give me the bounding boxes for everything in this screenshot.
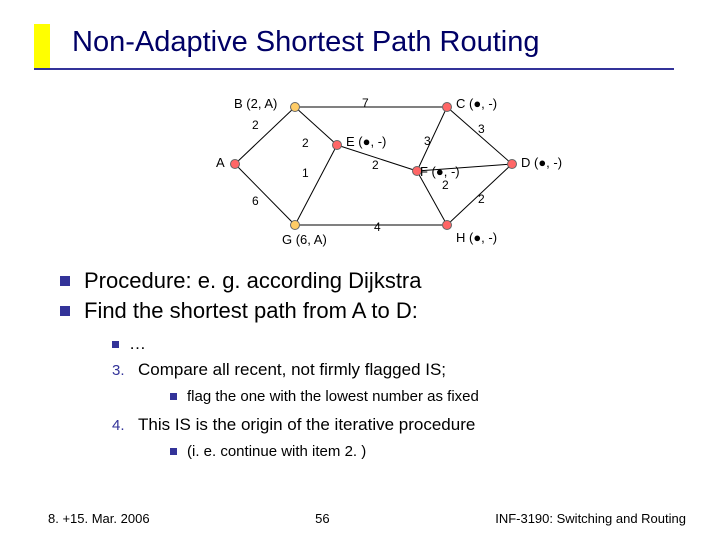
procedure-text: Procedure: e. g. according Dijkstra bbox=[84, 268, 422, 294]
edge-weight: 4 bbox=[374, 220, 381, 234]
step-4: 4. This IS is the origin of the iterativ… bbox=[112, 415, 680, 435]
edge-weight: 2 bbox=[478, 192, 485, 206]
sub-ellipsis: … bbox=[112, 334, 680, 354]
graph-node-c bbox=[442, 102, 452, 112]
footer-date: 8. +15. Mar. 2006 bbox=[48, 511, 150, 526]
slide-title: Non-Adaptive Shortest Path Routing bbox=[72, 26, 540, 59]
graph-label-c: C (●, -) bbox=[456, 96, 497, 111]
bullet-line-procedure: Procedure: e. g. according Dijkstra bbox=[60, 268, 680, 294]
square-bullet-icon bbox=[170, 448, 177, 455]
edge-weight: 2 bbox=[372, 158, 379, 172]
graph-node-d bbox=[507, 159, 517, 169]
square-bullet-icon bbox=[60, 306, 70, 316]
square-bullet-icon bbox=[112, 341, 119, 348]
square-bullet-icon bbox=[60, 276, 70, 286]
graph-node-b bbox=[290, 102, 300, 112]
graph-label-h: H (●, -) bbox=[456, 230, 497, 245]
step3-sub-text: flag the one with the lowest number as f… bbox=[187, 388, 479, 405]
edge-weight: 3 bbox=[424, 134, 431, 148]
title-underline bbox=[34, 68, 674, 70]
graph-node-e bbox=[332, 140, 342, 150]
graph-node-h bbox=[442, 220, 452, 230]
step-4-sub: (i. e. continue with item 2. ) bbox=[170, 443, 680, 460]
graph-label-a: A bbox=[216, 155, 225, 170]
step-3-sub: flag the one with the lowest number as f… bbox=[170, 388, 680, 405]
edge-weight: 2 bbox=[252, 118, 259, 132]
graph-diagram: AB (2, A)C (●, -)D (●, -)E (●, -)F (●, -… bbox=[224, 96, 604, 256]
find-text: Find the shortest path from A to D: bbox=[84, 298, 418, 324]
footer-course: INF-3190: Switching and Routing bbox=[495, 511, 686, 526]
square-bullet-icon bbox=[170, 393, 177, 400]
edge-weight: 1 bbox=[302, 166, 309, 180]
step4-sub-text: (i. e. continue with item 2. ) bbox=[187, 443, 366, 460]
footer-page: 56 bbox=[315, 511, 329, 526]
accent-bar bbox=[34, 24, 50, 68]
edge-weight: 6 bbox=[252, 194, 259, 208]
edge-weight: 7 bbox=[362, 96, 369, 110]
graph-label-d: D (●, -) bbox=[521, 155, 562, 170]
step-3: 3. Compare all recent, not firmly flagge… bbox=[112, 360, 680, 380]
graph-label-e: E (●, -) bbox=[346, 134, 386, 149]
edge-weight: 2 bbox=[442, 178, 449, 192]
ellipsis-text: … bbox=[129, 334, 146, 354]
edge-weight: 3 bbox=[478, 122, 485, 136]
step3-num: 3. bbox=[112, 362, 128, 379]
graph-node-g bbox=[290, 220, 300, 230]
graph-label-g: G (6, A) bbox=[282, 232, 327, 247]
edge-weight: 2 bbox=[302, 136, 309, 150]
bullet-line-find: Find the shortest path from A to D: bbox=[60, 298, 680, 324]
graph-label-f: F (●, -) bbox=[420, 164, 460, 179]
content-block: Procedure: e. g. according Dijkstra Find… bbox=[60, 268, 680, 460]
step4-text: This IS is the origin of the iterative p… bbox=[138, 415, 475, 435]
step4-num: 4. bbox=[112, 417, 128, 434]
graph-node-a bbox=[230, 159, 240, 169]
step3-text: Compare all recent, not firmly flagged I… bbox=[138, 360, 446, 380]
footer: 8. +15. Mar. 2006 56 INF-3190: Switching… bbox=[48, 511, 686, 526]
graph-label-b: B (2, A) bbox=[234, 96, 277, 111]
